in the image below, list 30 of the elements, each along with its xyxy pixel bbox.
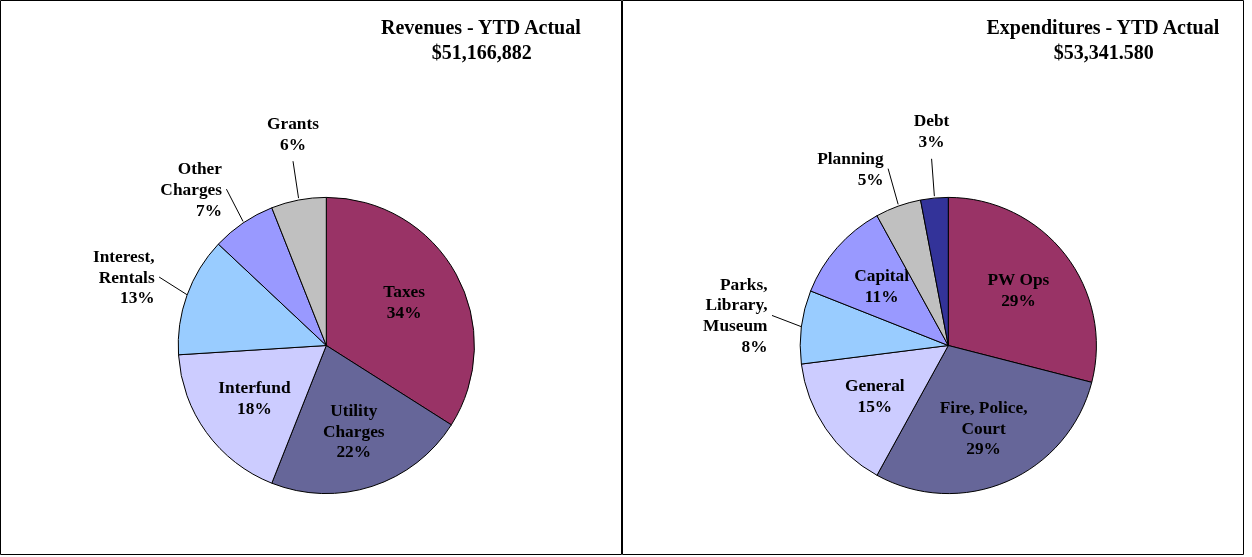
data-label: 5% — [857, 169, 884, 189]
data-label: 3% — [918, 132, 945, 152]
chart-subtitle: $53,341.580 — [1053, 40, 1154, 63]
slice-label: Other Charges — [160, 158, 223, 199]
data-label: 18% — [237, 399, 272, 419]
data-label: 22% — [336, 442, 372, 462]
chart-title: Expenditures - YTD Actual — [986, 15, 1220, 39]
slice-label: Interest, Rentals — [92, 246, 155, 287]
slice-label: Taxes — [383, 282, 426, 302]
data-label: 34% — [386, 303, 422, 323]
data-label: 6% — [280, 134, 307, 154]
slice-label: Debt — [913, 111, 950, 131]
data-label: 8% — [741, 337, 768, 357]
slice-label: Parks, Library, Museum — [703, 274, 769, 336]
slice-label: Grants — [267, 113, 320, 133]
data-label: 7% — [195, 200, 222, 220]
chart-subtitle: $51,166,882 — [431, 40, 532, 63]
data-label: 11% — [864, 286, 899, 306]
slice-label: Fire, Police, Court — [939, 397, 1028, 438]
data-label: 15% — [857, 397, 893, 417]
slice-label: General — [844, 376, 905, 396]
data-label: 29% — [966, 439, 1001, 459]
data-label: 29% — [1001, 291, 1036, 311]
slice-label: Capital — [854, 266, 910, 286]
slice-label: Planning — [817, 148, 884, 168]
slice-label: Interfund — [218, 378, 291, 398]
chart-title: Revenues - YTD Actual — [380, 15, 582, 38]
slice-label: PW Ops — [987, 270, 1050, 290]
slice-label: Utility Charges — [322, 400, 385, 441]
data-label: 13% — [120, 288, 155, 308]
